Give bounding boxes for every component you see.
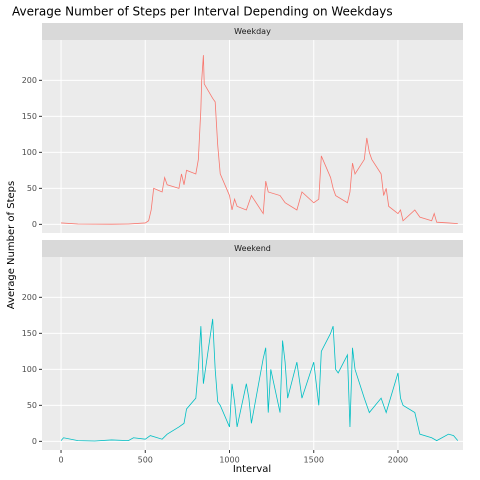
y-tick-label: 50 — [27, 401, 37, 410]
line — [61, 55, 458, 225]
y-tick-label: 100 — [22, 365, 37, 374]
strip-label: Weekend — [234, 244, 271, 253]
strip-label: Weekday — [234, 27, 271, 36]
strip — [42, 23, 463, 40]
panel-background — [42, 40, 463, 233]
y-tick-label: 200 — [22, 293, 37, 302]
x-axis-label: Interval — [233, 464, 271, 475]
y-tick-label: 100 — [22, 148, 37, 157]
y-tick-label: 200 — [22, 76, 37, 85]
y-tick-label: 50 — [27, 184, 37, 193]
y-tick-label: 150 — [22, 112, 37, 121]
x-tick-label: 500 — [138, 456, 153, 465]
x-tick-label: 1500 — [304, 456, 324, 465]
y-tick-label: 0 — [32, 437, 37, 446]
y-tick-label: 150 — [22, 329, 37, 338]
strip — [42, 240, 463, 257]
y-tick-label: 0 — [32, 220, 37, 229]
x-tick-label: 1000 — [219, 456, 239, 465]
line — [60, 318, 459, 442]
x-tick-label: 0 — [58, 456, 63, 465]
chart-title: Average Number of Steps per Interval Dep… — [12, 5, 393, 19]
x-tick-label: 2000 — [388, 456, 408, 465]
y-axis-label: Average Number of Steps — [6, 181, 17, 309]
panel-background — [42, 257, 463, 450]
